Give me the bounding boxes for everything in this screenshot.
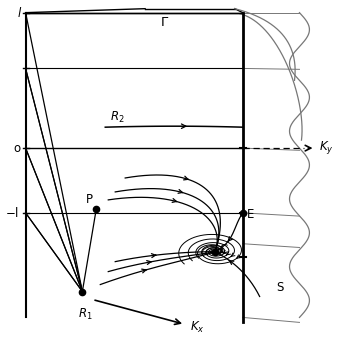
Text: $K_y$: $K_y$: [319, 138, 334, 155]
Text: $R_1$: $R_1$: [78, 306, 93, 322]
Text: l: l: [17, 7, 21, 20]
Text: $K_x$: $K_x$: [190, 320, 205, 335]
Text: $-$l: $-$l: [4, 206, 18, 220]
Text: C: C: [220, 243, 228, 256]
Text: S: S: [276, 281, 283, 294]
Text: E: E: [247, 208, 254, 221]
Text: P: P: [86, 193, 93, 206]
Text: $R_2$: $R_2$: [110, 110, 125, 125]
Text: $\Gamma$: $\Gamma$: [160, 16, 170, 29]
Text: o: o: [13, 142, 21, 155]
